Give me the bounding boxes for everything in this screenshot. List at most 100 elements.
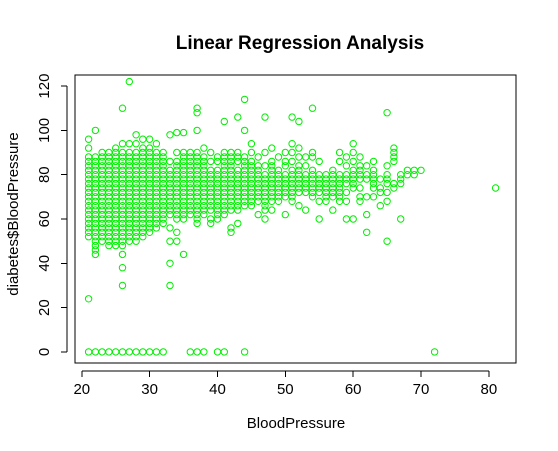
data-point [118, 250, 127, 259]
data-point [105, 241, 113, 250]
data-point [342, 188, 351, 197]
data-point [159, 215, 167, 223]
data-point [207, 148, 215, 157]
data-point [376, 184, 384, 192]
data-point [200, 162, 208, 170]
data-point [234, 148, 242, 157]
data-point [288, 148, 296, 157]
data-point [349, 157, 357, 166]
data-point [91, 348, 100, 356]
data-point [186, 348, 195, 356]
data-point [145, 228, 154, 237]
y-tick-label: 40 [36, 255, 53, 272]
data-point [295, 117, 303, 126]
data-point [417, 166, 425, 175]
data-point [220, 348, 229, 356]
data-point [125, 140, 134, 148]
x-tick-label: 70 [413, 381, 430, 398]
y-tick-label: 20 [36, 299, 53, 316]
data-point [302, 188, 310, 197]
data-point [261, 206, 269, 214]
data-point [295, 144, 303, 152]
x-tick-label: 50 [277, 381, 294, 398]
data-point [84, 295, 93, 303]
data-point [91, 126, 100, 135]
data-point [390, 157, 398, 166]
data-point [491, 184, 500, 192]
data-point [193, 109, 201, 117]
data-point [125, 348, 134, 356]
data-point [261, 162, 269, 170]
data-point [118, 140, 127, 148]
data-point [254, 210, 262, 219]
data-point [295, 153, 303, 161]
data-point [274, 153, 283, 161]
data-point [200, 153, 208, 161]
data-point [349, 184, 357, 192]
data-point [132, 131, 140, 139]
data-point [356, 184, 364, 192]
data-point [132, 237, 140, 245]
data-point [105, 348, 113, 356]
data-point [145, 348, 154, 356]
data-point [159, 153, 167, 161]
data-point [383, 162, 391, 170]
data-point [308, 104, 317, 112]
data-point [383, 188, 391, 197]
data-point [274, 166, 283, 175]
x-tick-label: 80 [481, 381, 498, 398]
data-point [213, 348, 222, 356]
data-point [281, 193, 289, 201]
y-tick-label: 100 [36, 118, 53, 143]
data-point [261, 215, 269, 223]
data-point [363, 210, 371, 219]
data-point [125, 237, 134, 245]
data-point [247, 202, 256, 210]
data-point [159, 162, 167, 170]
data-point [315, 157, 323, 166]
data-point [179, 250, 188, 259]
data-point [240, 126, 249, 135]
data-point [91, 246, 100, 254]
data-point [118, 241, 127, 250]
data-point [166, 224, 174, 232]
data-point [329, 193, 337, 201]
x-axis-label: BloodPressure [247, 415, 345, 432]
data-point [397, 215, 405, 223]
data-point [84, 233, 93, 241]
data-point [186, 210, 195, 219]
data-point [349, 179, 357, 188]
data-point [193, 219, 201, 228]
data-point [240, 202, 249, 210]
data-point [125, 77, 134, 86]
data-point [234, 206, 242, 214]
data-point [295, 188, 303, 197]
data-point [383, 109, 391, 117]
data-point [166, 259, 174, 267]
x-tick-label: 40 [209, 381, 226, 398]
data-point [308, 153, 317, 161]
data-point [369, 179, 378, 188]
data-point [234, 157, 242, 166]
data-point [112, 348, 120, 356]
data-point [376, 188, 384, 197]
data-point [410, 171, 418, 179]
data-point [335, 184, 344, 192]
data-point [179, 215, 188, 223]
data-point [356, 175, 364, 183]
data-point [173, 128, 181, 137]
data-point [193, 126, 201, 135]
y-tick-label: 0 [36, 348, 53, 356]
data-point [288, 197, 296, 206]
data-point [200, 144, 208, 152]
data-point [383, 171, 391, 179]
data-point [247, 148, 256, 157]
data-point [193, 348, 201, 356]
data-point [390, 144, 398, 152]
data-point [213, 157, 222, 166]
data-point [84, 144, 93, 152]
data-point [159, 348, 167, 356]
data-point [247, 140, 256, 148]
data-point [240, 348, 249, 356]
